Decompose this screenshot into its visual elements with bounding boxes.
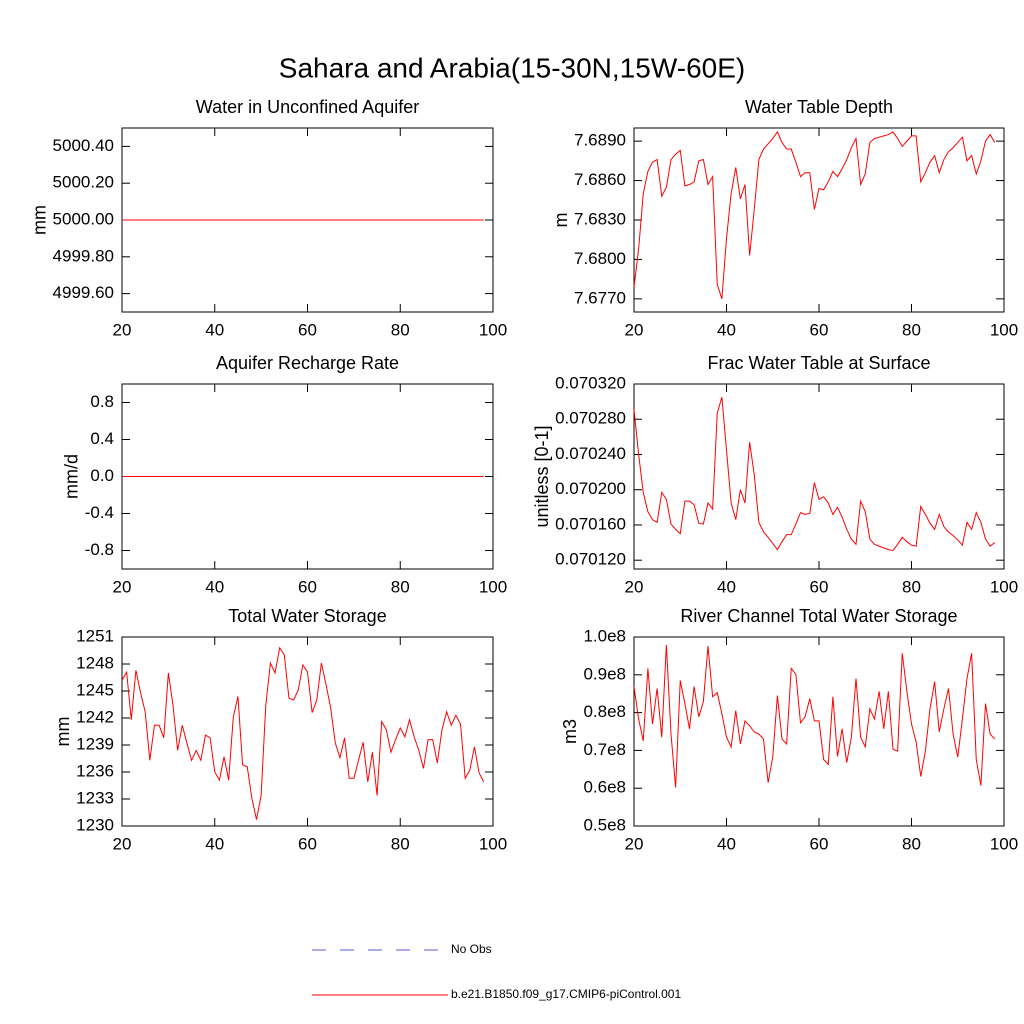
y-tick-label: 0.7e8 (583, 740, 626, 759)
y-tick-label: 0.070280 (555, 409, 626, 428)
x-tick-label: 100 (990, 834, 1018, 853)
y-tick-label: 0.070240 (555, 444, 626, 463)
panel-title: Total Water Storage (228, 606, 386, 626)
y-tick-label: 1242 (76, 707, 114, 726)
y-tick-label: 4999.60 (53, 283, 114, 302)
y-axis-label: m (551, 213, 571, 228)
y-axis-label: m3 (560, 719, 580, 744)
y-tick-label: 7.6890 (574, 131, 626, 150)
y-tick-label: 1233 (76, 788, 114, 807)
y-axis-label: mm/d (61, 454, 81, 499)
y-tick-label: -0.4 (85, 503, 114, 522)
panel: Water Table Depth 20 40 60 80 100 7.6770 7.6800… (551, 97, 1018, 340)
x-tick-label: 60 (810, 834, 829, 853)
x-tick-label: 20 (625, 577, 644, 596)
x-tick-label: 60 (298, 577, 317, 596)
panel: River Channel Total Water Storage 20 40 60 8… (560, 606, 1018, 854)
x-tick-label: 100 (479, 834, 507, 853)
y-tick-label: 0.5e8 (583, 815, 626, 834)
x-tick-label: 20 (625, 834, 644, 853)
y-axis-label: mm (53, 717, 73, 747)
y-tick-label: 1236 (76, 761, 114, 780)
y-tick-label: 7.6800 (574, 249, 626, 268)
panel-title: Water Table Depth (745, 97, 893, 117)
y-tick-label: 5000.00 (53, 209, 114, 228)
panel: Aquifer Recharge Rate 20 40 60 80 100 -0.8 -0.4… (61, 353, 507, 597)
x-tick-label: 40 (205, 577, 224, 596)
x-tick-label: 80 (391, 577, 410, 596)
x-tick-label: 60 (810, 577, 829, 596)
x-tick-label: 40 (717, 834, 736, 853)
x-tick-label: 40 (717, 320, 736, 339)
y-tick-label: 1239 (76, 734, 114, 753)
y-tick-label: 0.4 (90, 429, 114, 448)
x-tick-label: 100 (990, 577, 1018, 596)
x-tick-label: 100 (990, 320, 1018, 339)
y-tick-label: 7.6770 (574, 288, 626, 307)
x-tick-label: 60 (298, 834, 317, 853)
y-tick-label: 4999.80 (53, 246, 114, 265)
x-tick-label: 80 (902, 320, 921, 339)
x-tick-label: 20 (113, 577, 132, 596)
x-tick-label: 80 (391, 834, 410, 853)
x-tick-label: 100 (479, 320, 507, 339)
data-line (121, 646, 485, 820)
y-tick-label: 0.8e8 (583, 702, 626, 721)
x-tick-label: 80 (902, 834, 921, 853)
y-tick-label: 1230 (76, 815, 114, 834)
y-tick-label: 5000.40 (53, 136, 114, 155)
x-tick-label: 20 (113, 320, 132, 339)
y-tick-label: 0.9e8 (583, 664, 626, 683)
y-tick-label: 0.6e8 (583, 778, 626, 797)
plot-frame (121, 636, 494, 827)
y-axis-label: unitless [0-1] (532, 425, 552, 527)
figure-title: Sahara and Arabia(15-30N,15W-60E) (279, 52, 745, 83)
y-tick-label: 1248 (76, 653, 114, 672)
x-tick-label: 40 (717, 577, 736, 596)
plot-frame (633, 383, 1005, 570)
y-tick-label: 0.070200 (555, 479, 626, 498)
y-tick-label: 0.8 (90, 392, 114, 411)
panel: Total Water Storage 20 40 60 80 100 1230 1233 12… (53, 606, 507, 854)
y-axis-label: mm (29, 205, 49, 235)
x-tick-label: 80 (391, 320, 410, 339)
data-line (633, 644, 996, 788)
data-line (633, 130, 996, 300)
y-tick-label: 0.0 (90, 466, 114, 485)
y-tick-label: 1.0e8 (583, 626, 626, 645)
y-tick-label: 0.070320 (555, 373, 626, 392)
x-tick-label: 80 (902, 577, 921, 596)
y-tick-label: 0.070160 (555, 514, 626, 533)
y-tick-label: 5000.20 (53, 173, 114, 192)
y-tick-label: 7.6830 (574, 209, 626, 228)
plot-frame (633, 636, 1005, 827)
x-tick-label: 20 (625, 320, 644, 339)
panel-title: Frac Water Table at Surface (707, 353, 930, 373)
plot-frame (633, 127, 1005, 313)
legend-label: b.e21.B1850.f09_g17.CMIP6-piControl.001 (451, 987, 681, 1001)
panel-title: River Channel Total Water Storage (680, 606, 957, 626)
legend-label: No Obs (451, 942, 492, 956)
y-tick-label: 7.6860 (574, 170, 626, 189)
y-tick-label: -0.8 (85, 540, 114, 559)
x-tick-label: 40 (205, 320, 224, 339)
y-tick-label: 1245 (76, 680, 114, 699)
y-tick-label: 1251 (76, 626, 114, 645)
panel: Water in Unconfined Aquifer 20 40 60 80 100 49… (29, 97, 507, 340)
x-tick-label: 20 (113, 834, 132, 853)
x-tick-label: 100 (479, 577, 507, 596)
panel-title: Water in Unconfined Aquifer (196, 97, 419, 117)
x-tick-label: 60 (810, 320, 829, 339)
y-tick-label: 0.070120 (555, 550, 626, 569)
x-tick-label: 60 (298, 320, 317, 339)
panel-title: Aquifer Recharge Rate (216, 353, 399, 373)
x-tick-label: 40 (205, 834, 224, 853)
data-line (633, 397, 996, 552)
panel: Frac Water Table at Surface 20 40 60 80 100 0.… (532, 353, 1018, 597)
